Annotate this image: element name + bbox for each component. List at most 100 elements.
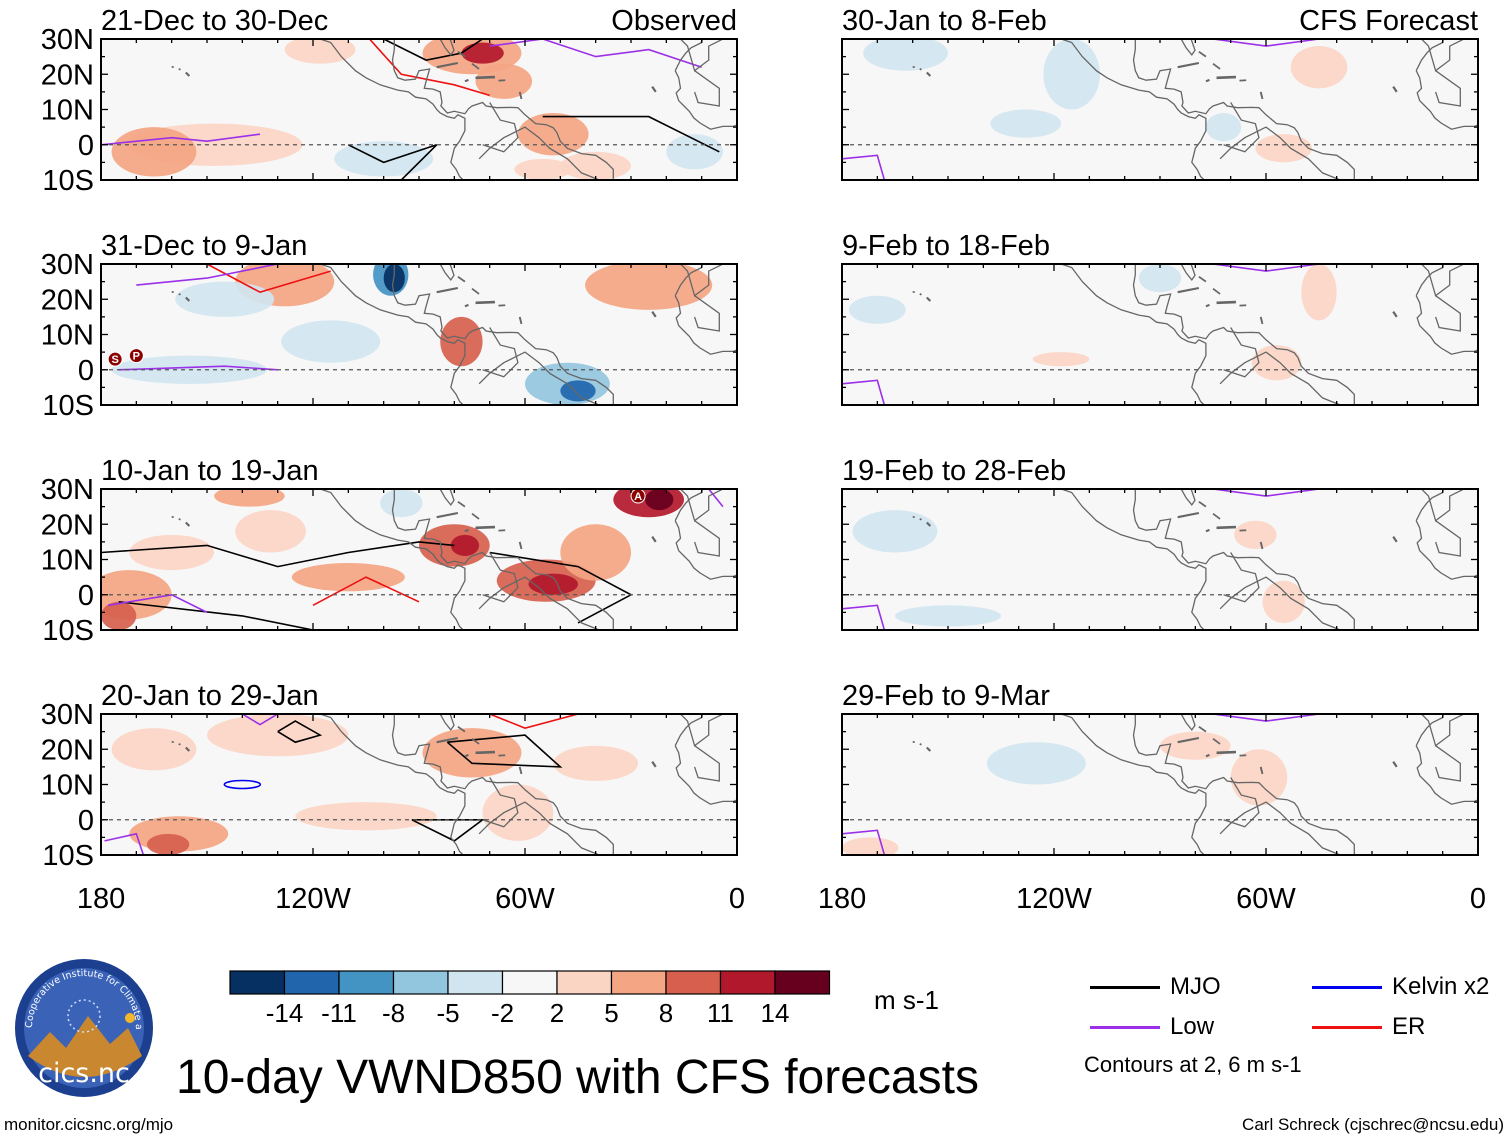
coastline — [680, 264, 724, 297]
coastline — [439, 489, 455, 506]
positive-vwnd-shading — [1262, 580, 1305, 623]
legend-label-mjo: MJO — [1170, 973, 1221, 1000]
island — [471, 287, 480, 295]
island — [185, 71, 191, 77]
logo-name: cics.nc — [38, 1058, 130, 1089]
negative-vwnd-shading — [986, 742, 1086, 785]
negative-vwnd-shading — [863, 39, 948, 71]
negative-vwnd-shading — [895, 605, 1001, 627]
positive-vwnd-shading — [450, 534, 480, 556]
island — [1216, 525, 1237, 530]
panel-plot-area — [842, 39, 1478, 180]
island — [185, 746, 191, 752]
positive-vwnd-shading — [553, 745, 639, 781]
x-tick-label: 60W — [1236, 883, 1296, 915]
x-tick-label: 120W — [1016, 883, 1092, 915]
positive-vwnd-shading — [1255, 134, 1312, 163]
island — [518, 91, 523, 100]
island — [464, 303, 469, 308]
positive-vwnd-shading — [1032, 352, 1090, 367]
positive-vwnd-shading — [129, 534, 215, 571]
colorbar-cell — [719, 970, 776, 995]
negative-vwnd-shading — [1138, 264, 1182, 293]
island — [919, 293, 922, 296]
mjo-contour — [446, 734, 563, 768]
y-tick-label: 30N — [41, 24, 94, 56]
island — [1177, 736, 1200, 744]
positive-vwnd-shading — [461, 42, 504, 64]
positive-vwnd-shading — [517, 113, 589, 156]
coastline — [1132, 714, 1355, 855]
coastline — [1180, 264, 1196, 281]
panel-background — [842, 39, 1478, 180]
mjo-contour — [277, 720, 323, 744]
island — [926, 746, 932, 752]
negative-vwnd-shading — [1043, 39, 1100, 110]
er-contour — [368, 39, 490, 97]
island — [651, 85, 657, 93]
y-tick-label: 10N — [41, 545, 94, 577]
coastline — [1223, 552, 1260, 603]
y-tick-label: 30N — [41, 474, 94, 506]
island — [1216, 75, 1237, 80]
mjo-contour — [383, 39, 484, 61]
island — [919, 68, 922, 71]
y-tick-label: 20N — [41, 59, 94, 91]
island — [471, 62, 480, 70]
kelvin-contour — [223, 779, 262, 790]
y-tick-label: 20N — [41, 734, 94, 766]
positive-vwnd-shading — [146, 833, 190, 855]
coastline — [1415, 520, 1478, 580]
coastline — [1421, 714, 1465, 747]
er-contour — [312, 576, 420, 607]
coastline — [1180, 489, 1196, 506]
mjo-contour — [101, 541, 455, 568]
island — [475, 75, 496, 80]
island — [178, 743, 181, 746]
author-credit: Carl Schreck (cjschrec@ncsu.edu) — [1242, 1115, 1504, 1134]
island — [1205, 528, 1210, 533]
island — [518, 541, 523, 550]
negative-vwnd-shading — [175, 281, 275, 317]
positive-vwnd-shading — [101, 601, 137, 630]
mjo-contour — [347, 144, 438, 180]
coastline — [1060, 489, 1207, 630]
colorbar-cell — [283, 970, 340, 995]
coastline — [693, 745, 720, 782]
colorbar-cell — [556, 970, 613, 995]
coastline — [482, 327, 519, 378]
y-tick-label: 20N — [41, 284, 94, 316]
island — [1259, 91, 1264, 100]
coastline — [1132, 489, 1355, 630]
panel-plot-area — [842, 489, 1478, 630]
storm-marker-dot — [128, 348, 144, 364]
positive-vwnd-shading — [585, 264, 713, 310]
island — [457, 275, 466, 283]
positive-vwnd-shading — [514, 158, 571, 180]
coastline — [482, 102, 519, 153]
island — [1177, 61, 1200, 69]
island — [1212, 62, 1221, 70]
panel-title: 20-Jan to 29-Jan — [101, 680, 319, 712]
y-tick-label: 20N — [41, 509, 94, 541]
island — [1177, 286, 1200, 294]
storm-marker-label: A — [634, 491, 642, 503]
positive-vwnd-shading — [475, 63, 533, 99]
x-tick-label: 180 — [77, 883, 125, 915]
y-tick-label: 0 — [78, 805, 94, 837]
coastline — [319, 39, 466, 180]
island — [185, 296, 191, 302]
island — [926, 296, 932, 302]
low-contour — [842, 829, 886, 855]
negative-vwnd-shading — [990, 109, 1062, 138]
coastline — [680, 714, 724, 747]
panel-background — [842, 714, 1478, 855]
storm-marker-p: P — [128, 348, 144, 364]
y-tick-label: 30N — [41, 249, 94, 281]
positive-vwnd-shading — [560, 524, 631, 581]
x-tick-label: 180 — [818, 883, 866, 915]
island — [464, 528, 469, 533]
island — [1392, 535, 1398, 543]
colorbar-cell — [392, 970, 449, 995]
